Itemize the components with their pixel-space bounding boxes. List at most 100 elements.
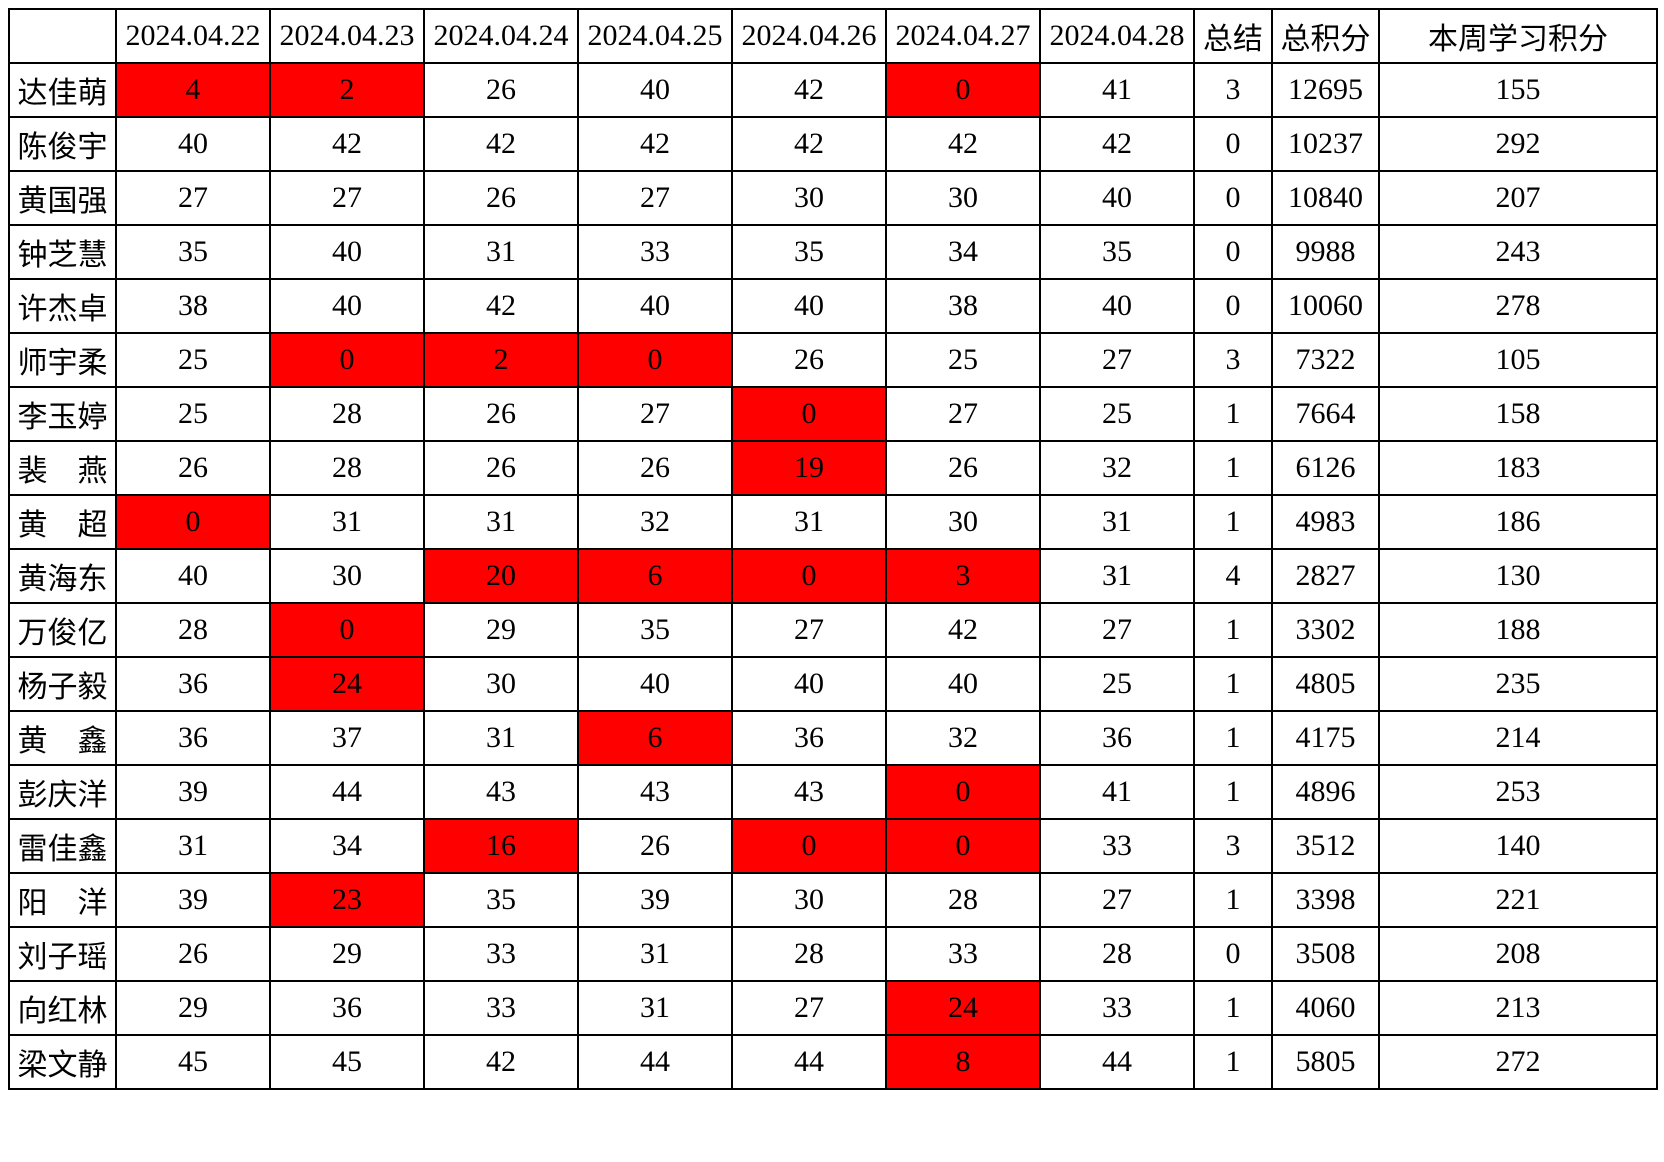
daily-score-cell: 39 (115, 872, 271, 928)
total-points-cell: 3512 (1271, 818, 1380, 874)
daily-score-cell: 40 (269, 224, 425, 280)
total-points-cell: 12695 (1271, 62, 1380, 118)
daily-score-cell: 45 (115, 1034, 271, 1090)
daily-score-cell: 36 (1039, 710, 1195, 766)
daily-score-cell: 43 (731, 764, 887, 820)
daily-score-cell: 29 (269, 926, 425, 982)
summary-count-cell: 4 (1193, 548, 1273, 604)
student-row: 万俊亿 28 0 29 35 27 42 27 1 3302 188 (8, 602, 1658, 658)
daily-score-cell: 26 (423, 62, 579, 118)
daily-score-cell: 25 (1039, 386, 1195, 442)
daily-score-cell: 31 (577, 926, 733, 982)
daily-score-cell: 0 (269, 602, 425, 658)
daily-score-cell: 28 (269, 440, 425, 496)
total-points-cell: 9988 (1271, 224, 1380, 280)
column-header-date: 2024.04.28 (1039, 8, 1195, 64)
daily-score-cell: 36 (115, 710, 271, 766)
daily-score-cell: 36 (115, 656, 271, 712)
student-row: 黄海东 40 30 20 6 0 3 31 4 2827 130 (8, 548, 1658, 604)
daily-score-cell: 28 (115, 602, 271, 658)
daily-score-cell: 27 (731, 980, 887, 1036)
daily-score-cell: 29 (115, 980, 271, 1036)
daily-score-cell: 34 (885, 224, 1041, 280)
total-points-cell: 10840 (1271, 170, 1380, 226)
daily-score-cell: 35 (577, 602, 733, 658)
daily-score-cell: 42 (731, 116, 887, 172)
student-name: 黄海东 (8, 548, 117, 604)
daily-score-cell: 31 (1039, 494, 1195, 550)
student-name: 黄 鑫 (8, 710, 117, 766)
column-header-date: 2024.04.22 (115, 8, 271, 64)
daily-score-cell: 42 (423, 278, 579, 334)
total-points-cell: 4805 (1271, 656, 1380, 712)
daily-score-cell: 30 (885, 170, 1041, 226)
week-points-cell: 292 (1378, 116, 1658, 172)
column-header-summary: 总结 (1193, 8, 1273, 64)
daily-score-cell: 30 (423, 656, 579, 712)
summary-count-cell: 1 (1193, 440, 1273, 496)
daily-score-cell: 26 (577, 818, 733, 874)
daily-score-cell: 42 (269, 116, 425, 172)
daily-score-cell: 30 (269, 548, 425, 604)
week-points-cell: 130 (1378, 548, 1658, 604)
daily-score-cell: 40 (1039, 170, 1195, 226)
total-points-cell: 10237 (1271, 116, 1380, 172)
student-row: 黄 超 0 31 31 32 31 30 31 1 4983 186 (8, 494, 1658, 550)
student-row: 达佳萌 4 2 26 40 42 0 41 3 12695 155 (8, 62, 1658, 118)
daily-score-cell: 43 (423, 764, 579, 820)
student-row: 杨子毅 36 24 30 40 40 40 25 1 4805 235 (8, 656, 1658, 712)
daily-score-cell: 29 (423, 602, 579, 658)
daily-score-cell: 0 (731, 548, 887, 604)
student-name: 达佳萌 (8, 62, 117, 118)
daily-score-cell: 8 (885, 1034, 1041, 1090)
daily-score-cell: 26 (115, 926, 271, 982)
student-name: 许杰卓 (8, 278, 117, 334)
column-header-date: 2024.04.24 (423, 8, 579, 64)
week-points-cell: 214 (1378, 710, 1658, 766)
daily-score-cell: 16 (423, 818, 579, 874)
daily-score-cell: 32 (577, 494, 733, 550)
student-row: 雷佳鑫 31 34 16 26 0 0 33 3 3512 140 (8, 818, 1658, 874)
spreadsheet-area: 2024.04.22 2024.04.23 2024.04.24 2024.04.25… (8, 8, 1658, 1090)
student-row: 梁文静 45 45 42 44 44 8 44 1 5805 272 (8, 1034, 1658, 1090)
daily-score-cell: 31 (423, 494, 579, 550)
summary-count-cell: 1 (1193, 710, 1273, 766)
total-points-cell: 6126 (1271, 440, 1380, 496)
total-points-cell: 7664 (1271, 386, 1380, 442)
student-name: 李玉婷 (8, 386, 117, 442)
daily-score-cell: 42 (1039, 116, 1195, 172)
daily-score-cell: 19 (731, 440, 887, 496)
daily-score-cell: 0 (885, 818, 1041, 874)
daily-score-cell: 27 (1039, 332, 1195, 388)
week-points-cell: 183 (1378, 440, 1658, 496)
total-points-cell: 4983 (1271, 494, 1380, 550)
daily-score-cell: 35 (1039, 224, 1195, 280)
total-points-cell: 7322 (1271, 332, 1380, 388)
daily-score-cell: 26 (423, 386, 579, 442)
daily-score-cell: 27 (885, 386, 1041, 442)
student-name: 黄 超 (8, 494, 117, 550)
daily-score-cell: 6 (577, 548, 733, 604)
week-points-cell: 235 (1378, 656, 1658, 712)
daily-score-cell: 31 (115, 818, 271, 874)
week-points-cell: 140 (1378, 818, 1658, 874)
student-row: 裴 燕 26 28 26 26 19 26 32 1 6126 183 (8, 440, 1658, 496)
daily-score-cell: 44 (269, 764, 425, 820)
daily-score-cell: 25 (115, 386, 271, 442)
daily-score-cell: 42 (577, 116, 733, 172)
week-points-cell: 221 (1378, 872, 1658, 928)
total-points-cell: 5805 (1271, 1034, 1380, 1090)
student-name: 钟芝慧 (8, 224, 117, 280)
daily-score-cell: 27 (577, 170, 733, 226)
daily-score-cell: 33 (885, 926, 1041, 982)
column-header-summary: 总积分 (1271, 8, 1380, 64)
student-name: 向红林 (8, 980, 117, 1036)
daily-score-cell: 33 (1039, 818, 1195, 874)
student-name: 刘子瑶 (8, 926, 117, 982)
daily-score-cell: 42 (885, 602, 1041, 658)
daily-score-cell: 28 (1039, 926, 1195, 982)
week-points-cell: 213 (1378, 980, 1658, 1036)
daily-score-cell: 25 (115, 332, 271, 388)
daily-score-cell: 27 (577, 386, 733, 442)
student-name: 裴 燕 (8, 440, 117, 496)
